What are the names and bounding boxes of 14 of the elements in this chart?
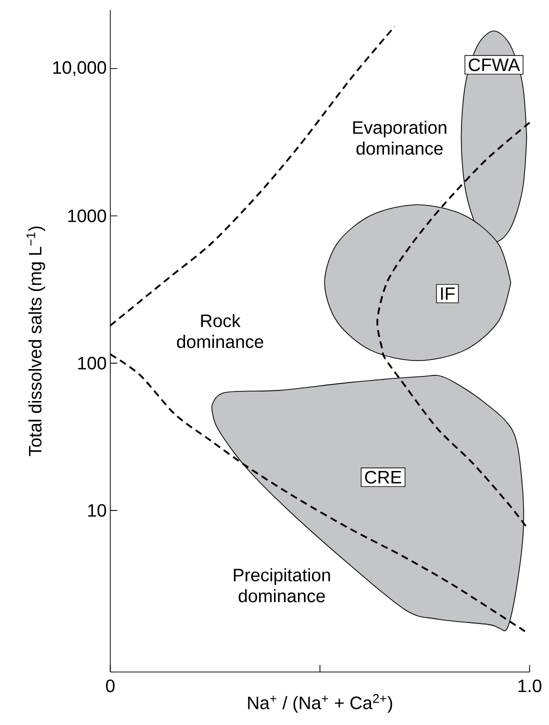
series-label: CRE xyxy=(365,470,402,484)
annotation: Rock dominance xyxy=(177,314,264,348)
y-tick-label: 10 xyxy=(88,504,106,517)
x-axis-title: Na$^{+}$ / (Na$^{+}$ + Ca$^{2+}$) xyxy=(248,694,392,713)
annotation: Precipitation dominance xyxy=(234,568,330,602)
y-tick-label: 10,000 xyxy=(53,61,106,76)
y-axis-title: Total dissolved salts (mg L$^{−1}$) xyxy=(26,226,46,456)
annotation: Evaporation dominance xyxy=(353,120,446,155)
x-tick-label: 1.0 xyxy=(518,680,542,692)
series-label: CFWA xyxy=(468,58,520,72)
series-label: IF xyxy=(441,287,455,300)
y-tick-label: 1000 xyxy=(68,210,106,222)
x-tick-label: 0 xyxy=(106,680,115,692)
y-tick-label: 100 xyxy=(78,356,106,370)
